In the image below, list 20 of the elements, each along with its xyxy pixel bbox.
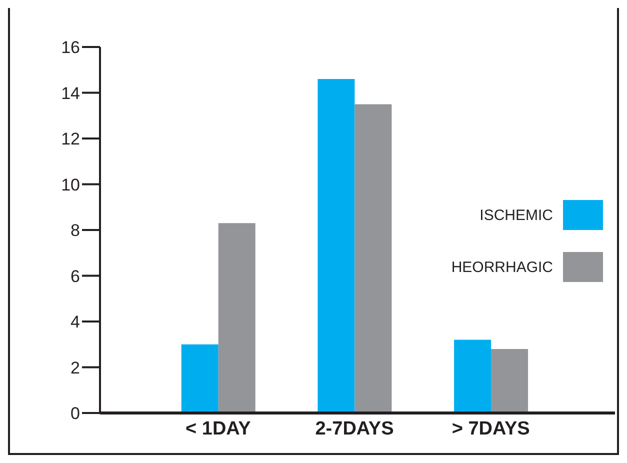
bar [491,348,528,413]
x-tick-label: < 1DAY [186,418,252,440]
bar [354,104,392,413]
bar [181,344,218,413]
y-tick-label: 8 [70,221,80,240]
legend-label: ISCHEMIC [480,206,553,224]
bar [454,340,492,413]
x-tick-label: 2-7DAYS [315,418,394,440]
y-tick-label: 10 [61,175,80,194]
y-tick-label: 0 [70,404,80,424]
y-tick-label: 12 [61,130,80,149]
x-tick-label: > 7DAYS [452,418,530,440]
bar [218,223,256,413]
y-tick-label: 14 [61,84,80,103]
y-tick-label: 16 [61,38,80,58]
bar [318,79,355,413]
legend-label: HEORRHAGIC [451,258,553,276]
y-tick-label: 6 [70,266,80,286]
y-tick-label: 4 [70,312,80,332]
y-tick-label: 2 [70,358,80,378]
